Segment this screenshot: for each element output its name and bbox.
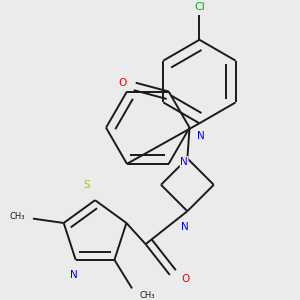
Text: CH₃: CH₃ [140, 290, 155, 299]
Text: N: N [180, 157, 188, 166]
Text: O: O [181, 274, 189, 284]
Text: N: N [197, 131, 204, 142]
Text: Cl: Cl [194, 2, 205, 12]
Text: N: N [181, 222, 189, 232]
Text: CH₃: CH₃ [10, 212, 25, 221]
Text: O: O [118, 78, 127, 88]
Text: S: S [83, 180, 90, 190]
Text: N: N [70, 270, 77, 280]
